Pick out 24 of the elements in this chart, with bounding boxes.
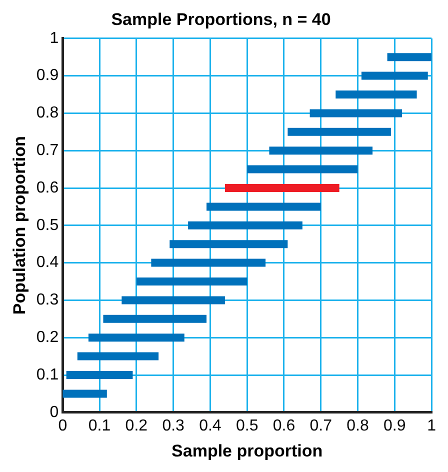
x-axis-title: Sample proportion: [172, 441, 323, 460]
x-tick-label: 0.6: [272, 417, 296, 434]
x-tick-label: 0.3: [162, 417, 185, 434]
x-tick-label: 0.8: [346, 417, 369, 434]
y-tick-label: 0.1: [36, 366, 59, 384]
chart-title: Sample Proportions, n = 40: [111, 10, 331, 29]
y-tick-label: 0.9: [36, 67, 59, 84]
y-tick-label: 0.4: [36, 254, 59, 272]
x-tick-label: 0.4: [199, 417, 222, 434]
y-tick-label: 0.2: [36, 329, 59, 346]
y-tick-label: 1: [50, 30, 59, 47]
x-tick-label: 0.7: [310, 417, 332, 434]
y-tick-label: 0.5: [36, 216, 59, 234]
y-tick-label: 0.8: [36, 104, 59, 122]
x-tick-label: 0.2: [125, 417, 148, 434]
x-tick-label: 0.1: [88, 417, 111, 434]
y-tick-label: 0.6: [36, 179, 59, 196]
y-tick-label: 0: [50, 404, 59, 421]
y-tick-label: 0.7: [36, 142, 59, 160]
x-tick-label: 1: [427, 417, 436, 434]
x-tick-label: 0.5: [236, 417, 258, 434]
y-axis-title: Population proportion: [10, 136, 29, 315]
x-tick-label: 0.9: [384, 417, 406, 434]
y-tick-label: 0.3: [36, 292, 59, 309]
